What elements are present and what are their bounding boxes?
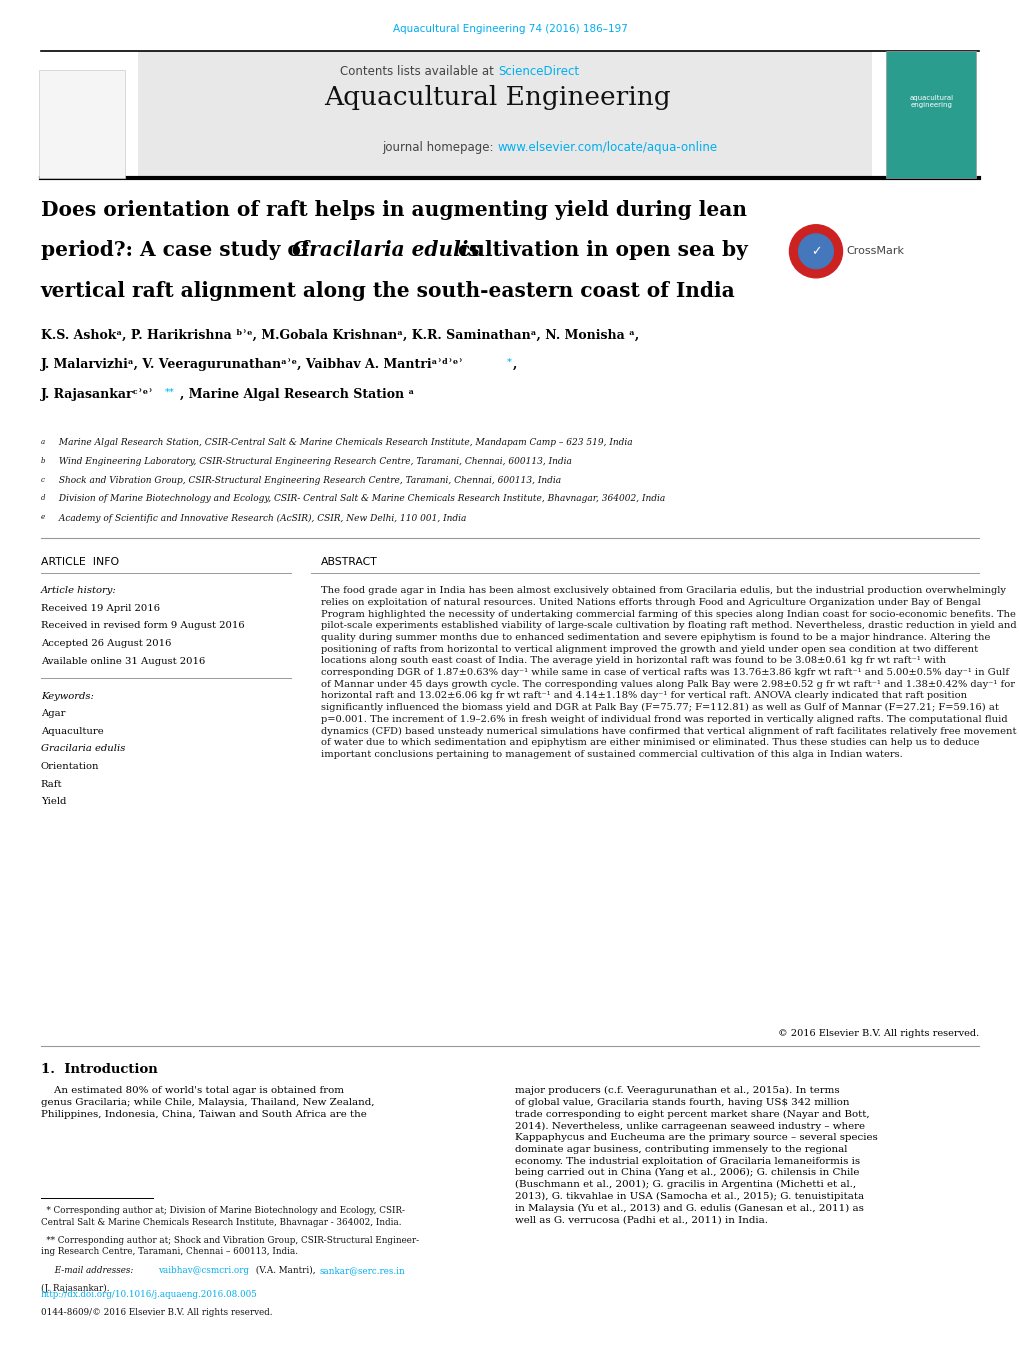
Text: * Corresponding author at; Division of Marine Biotechnology and Ecology, CSIR-
C: * Corresponding author at; Division of M… bbox=[41, 1206, 405, 1227]
Text: http://dx.doi.org/10.1016/j.aquaeng.2016.08.005: http://dx.doi.org/10.1016/j.aquaeng.2016… bbox=[41, 1290, 258, 1300]
Text: ABSTRACT: ABSTRACT bbox=[321, 557, 378, 566]
Text: J. Malarvizhiᵃ, V. Veeragurunathanᵃʾᵉ, Vaibhav A. Mantriᵃʾᵈʾᵉʾ: J. Malarvizhiᵃ, V. Veeragurunathanᵃʾᵉ, V… bbox=[41, 358, 464, 372]
Text: Shock and Vibration Group, CSIR-Structural Engineering Research Centre, Taramani: Shock and Vibration Group, CSIR-Structur… bbox=[56, 476, 560, 485]
Text: sankar@serc.res.in: sankar@serc.res.in bbox=[319, 1266, 405, 1275]
Text: major producers (c.f. Veeragurunathan et al., 2015a). In terms
of global value, : major producers (c.f. Veeragurunathan et… bbox=[515, 1086, 877, 1224]
Text: Aquacultural Engineering: Aquacultural Engineering bbox=[324, 85, 671, 111]
Text: ,: , bbox=[513, 358, 517, 372]
Text: Available online 31 August 2016: Available online 31 August 2016 bbox=[41, 657, 205, 666]
Text: E-mail addresses:: E-mail addresses: bbox=[41, 1266, 136, 1275]
Text: Orientation: Orientation bbox=[41, 762, 99, 771]
Text: (V.A. Mantri),: (V.A. Mantri), bbox=[253, 1266, 318, 1275]
Text: K.S. Ashokᵃ, P. Harikrishna ᵇʾᵉ, M.Gobala Krishnanᵃ, K.R. Saminathanᵃ, N. Monish: K.S. Ashokᵃ, P. Harikrishna ᵇʾᵉ, M.Gobal… bbox=[41, 328, 639, 342]
Text: Wind Engineering Laboratory, CSIR-Structural Engineering Research Centre, Tarama: Wind Engineering Laboratory, CSIR-Struct… bbox=[56, 457, 572, 466]
Text: vertical raft alignment along the south-eastern coast of India: vertical raft alignment along the south-… bbox=[41, 281, 735, 301]
Text: Received 19 April 2016: Received 19 April 2016 bbox=[41, 604, 160, 613]
Text: ** Corresponding author at; Shock and Vibration Group, CSIR-Structural Engineer-: ** Corresponding author at; Shock and Vi… bbox=[41, 1236, 419, 1256]
Text: **: ** bbox=[165, 388, 175, 397]
Text: www.elsevier.com/locate/aqua-online: www.elsevier.com/locate/aqua-online bbox=[497, 141, 717, 154]
Text: Does orientation of raft helps in augmenting yield during lean: Does orientation of raft helps in augmen… bbox=[41, 200, 746, 220]
Text: The food grade agar in India has been almost exclusively obtained from Gracilari: The food grade agar in India has been al… bbox=[321, 586, 1016, 759]
Text: An estimated 80% of world's total agar is obtained from
genus Gracilaria; while : An estimated 80% of world's total agar i… bbox=[41, 1086, 374, 1119]
Ellipse shape bbox=[789, 224, 842, 278]
Text: Gracilaria edulis: Gracilaria edulis bbox=[291, 240, 479, 261]
Text: Agar: Agar bbox=[41, 709, 65, 719]
Text: © 2016 Elsevier B.V. All rights reserved.: © 2016 Elsevier B.V. All rights reserved… bbox=[777, 1029, 978, 1039]
Text: Contents lists available at: Contents lists available at bbox=[339, 65, 497, 78]
Text: ELSEVIER: ELSEVIER bbox=[52, 159, 117, 173]
Text: Academy of Scientific and Innovative Research (AcSIR), CSIR, New Delhi, 110 001,: Academy of Scientific and Innovative Res… bbox=[56, 513, 466, 523]
Text: Keywords:: Keywords: bbox=[41, 692, 94, 701]
Ellipse shape bbox=[798, 234, 833, 269]
Text: CrossMark: CrossMark bbox=[846, 246, 904, 257]
Text: Article history:: Article history: bbox=[41, 586, 116, 596]
Text: (J. Rajasankar).: (J. Rajasankar). bbox=[41, 1283, 109, 1293]
Text: Received in revised form 9 August 2016: Received in revised form 9 August 2016 bbox=[41, 621, 245, 631]
Text: cultivation in open sea by: cultivation in open sea by bbox=[450, 240, 747, 261]
Text: 1.  Introduction: 1. Introduction bbox=[41, 1063, 157, 1077]
Text: *: * bbox=[506, 358, 512, 367]
Text: journal homepage:: journal homepage: bbox=[382, 141, 497, 154]
Text: , Marine Algal Research Station ᵃ: , Marine Algal Research Station ᵃ bbox=[179, 388, 414, 401]
Text: Raft: Raft bbox=[41, 780, 62, 789]
Text: 0144-8609/© 2016 Elsevier B.V. All rights reserved.: 0144-8609/© 2016 Elsevier B.V. All right… bbox=[41, 1308, 272, 1317]
Text: b: b bbox=[41, 457, 45, 465]
Text: Gracilaria edulis: Gracilaria edulis bbox=[41, 744, 125, 754]
Text: ✓: ✓ bbox=[810, 245, 820, 258]
Text: Aquacultural Engineering 74 (2016) 186–197: Aquacultural Engineering 74 (2016) 186–1… bbox=[392, 24, 627, 34]
Text: Marine Algal Research Station, CSIR-Central Salt & Marine Chemicals Research Ins: Marine Algal Research Station, CSIR-Cent… bbox=[56, 438, 632, 447]
Text: a: a bbox=[41, 438, 45, 446]
Text: ScienceDirect: ScienceDirect bbox=[497, 65, 579, 78]
Bar bbox=[39, 70, 125, 178]
Text: Yield: Yield bbox=[41, 797, 66, 807]
Text: c: c bbox=[41, 476, 45, 484]
Text: aquacultural
engineering: aquacultural engineering bbox=[908, 95, 953, 108]
Text: vaibhav@csmcri.org: vaibhav@csmcri.org bbox=[158, 1266, 249, 1275]
Text: J. Rajasankarᶜʾᵉʾ: J. Rajasankarᶜʾᵉʾ bbox=[41, 388, 154, 401]
Bar bbox=[886, 51, 975, 178]
Text: d: d bbox=[41, 494, 45, 503]
Text: e: e bbox=[41, 513, 45, 521]
Text: Accepted 26 August 2016: Accepted 26 August 2016 bbox=[41, 639, 171, 648]
Text: period?: A case study of: period?: A case study of bbox=[41, 240, 316, 261]
Text: Aquaculture: Aquaculture bbox=[41, 727, 104, 736]
Text: Division of Marine Biotechnology and Ecology, CSIR- Central Salt & Marine Chemic: Division of Marine Biotechnology and Eco… bbox=[56, 494, 664, 504]
Text: ARTICLE  INFO: ARTICLE INFO bbox=[41, 557, 119, 566]
Bar bbox=[138, 51, 871, 178]
